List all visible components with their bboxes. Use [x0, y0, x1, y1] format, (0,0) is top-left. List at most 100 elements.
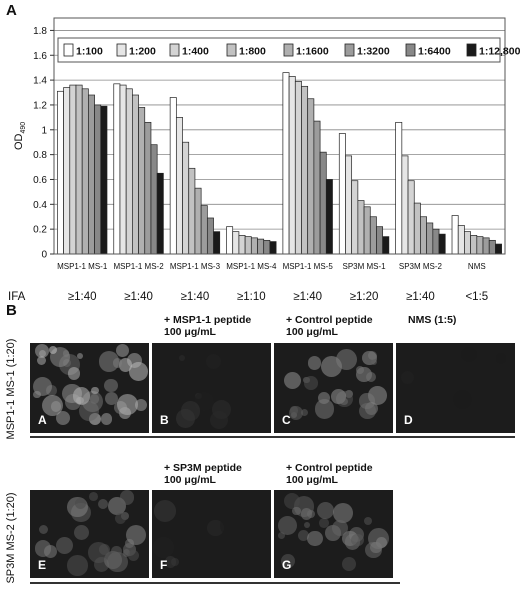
bar — [382, 236, 390, 255]
ifa-titer-label: ≥1:40 — [406, 291, 435, 303]
category-label: MSP1-1 MS-3 — [170, 262, 221, 271]
fluorescence-spot — [107, 551, 128, 572]
fluorescence-spot — [461, 346, 477, 363]
bar — [156, 172, 164, 255]
bar — [200, 205, 208, 255]
bar — [426, 222, 434, 255]
y-tick-label: 0.4 — [33, 200, 47, 211]
bar — [432, 228, 440, 255]
bar — [100, 105, 108, 255]
legend-swatch — [226, 43, 237, 57]
bar — [420, 216, 427, 255]
bar — [369, 216, 377, 255]
column-header-line2: 100 μg/mL — [286, 326, 338, 338]
micrograph-c: C — [274, 343, 393, 433]
micrograph-e: E — [30, 490, 149, 578]
y-tick-label: 1.6 — [33, 51, 47, 62]
bar — [313, 120, 321, 255]
column-header: NMS (1:5) — [408, 314, 456, 326]
fluorescence-spot — [351, 533, 364, 546]
fluorescence-spot — [55, 536, 74, 555]
column-header-line1: NMS (1:5) — [408, 314, 457, 326]
legend-swatch — [466, 43, 477, 57]
legend: 1:100 1:200 1:400 1:800 1:1600 1:3200 1:6400 1:… — [57, 37, 520, 63]
fluorescence-spot — [316, 501, 335, 520]
ifa-titer-label: ≥1:40 — [68, 291, 97, 303]
bar — [345, 155, 353, 255]
bar — [250, 237, 258, 255]
fluorescence-spot — [306, 530, 323, 547]
fluorescence-spot — [55, 411, 70, 426]
ifa-titer-label: ≥1:10 — [237, 291, 266, 303]
fluorescence-spot — [300, 508, 313, 520]
fluorescence-spot — [114, 512, 127, 525]
fluorescence-spot — [364, 516, 373, 526]
fluorescence-spot — [356, 365, 365, 374]
category-label: MSP1-1 MS-2 — [113, 262, 164, 271]
column-header: + Control peptide 100 μg/mL — [286, 462, 373, 486]
column-header-line2: 100 μg/mL — [164, 474, 216, 486]
fluorescence-spot — [307, 356, 322, 370]
axes — [50, 17, 506, 255]
fluorescence-spot — [292, 506, 302, 516]
bar — [182, 141, 190, 255]
bar — [81, 88, 89, 255]
row1-divider — [30, 436, 515, 438]
column-header-line2: 100 μg/mL — [286, 474, 338, 486]
y-tick-label: 1.4 — [33, 76, 47, 87]
fluorescence-spot — [122, 549, 131, 557]
legend-swatch — [283, 43, 294, 57]
y-axis-label: OD490 — [13, 122, 27, 150]
bar — [88, 94, 95, 255]
fluorescence-spot — [90, 386, 99, 395]
bar — [188, 167, 196, 255]
bar — [307, 98, 315, 255]
fluorescence-spot — [297, 529, 309, 541]
column-header-line1: + Control peptide — [286, 462, 373, 474]
y-tick-label: 0.6 — [33, 175, 47, 186]
fluorescence-spot — [340, 397, 348, 406]
legend-label: 1:3200 — [357, 46, 390, 58]
labels: 0 0.2 0.4 0.6 0.8 1 1.2 1.4 1.6 1.8 OD490 MSP1-1 MS… — [8, 26, 488, 303]
fluorescence-spot — [104, 378, 118, 393]
fluorescence-spot — [283, 492, 301, 510]
micrograph-g: G — [274, 490, 393, 578]
bar — [357, 200, 365, 255]
fluorescence-spot — [36, 355, 46, 365]
bar — [257, 238, 265, 255]
fluorescence-spot — [74, 525, 90, 541]
bar — [488, 239, 496, 255]
fluorescence-spot — [307, 510, 316, 519]
bar — [63, 87, 71, 255]
bar — [138, 107, 146, 255]
bar — [206, 217, 214, 255]
legend-label: 1:6400 — [418, 46, 451, 58]
bar — [119, 84, 127, 255]
fluorescence-spot — [48, 345, 57, 354]
legend-swatch — [405, 43, 416, 57]
legend-label: 1:800 — [239, 46, 266, 58]
bar — [376, 226, 384, 255]
bar — [407, 180, 415, 255]
panel-a-letter: A — [6, 2, 17, 19]
fluorescence-spot — [32, 376, 52, 397]
fluorescence-spot — [153, 537, 174, 558]
legend-swatch — [116, 43, 127, 57]
bar — [464, 231, 471, 255]
bar — [282, 72, 290, 255]
bar — [232, 231, 240, 255]
fluorescence-spot — [496, 353, 507, 364]
fluorescence-spot — [115, 343, 130, 358]
fluorescence-spot — [105, 391, 119, 405]
column-header-line1: + MSP1-1 peptide — [164, 314, 252, 326]
micrograph-f: F — [152, 490, 271, 578]
fluorescence-spot — [67, 555, 88, 576]
legend-swatch — [63, 43, 74, 57]
fluorescence-spot — [88, 541, 109, 563]
ifa-row-title: IFA — [8, 291, 26, 303]
legend-label: 1:200 — [129, 46, 156, 58]
fluorescence-spot — [127, 549, 139, 561]
category-label: MSP1-1 MS-5 — [283, 262, 334, 271]
bar — [69, 84, 77, 255]
fluorescence-spot — [206, 353, 222, 369]
